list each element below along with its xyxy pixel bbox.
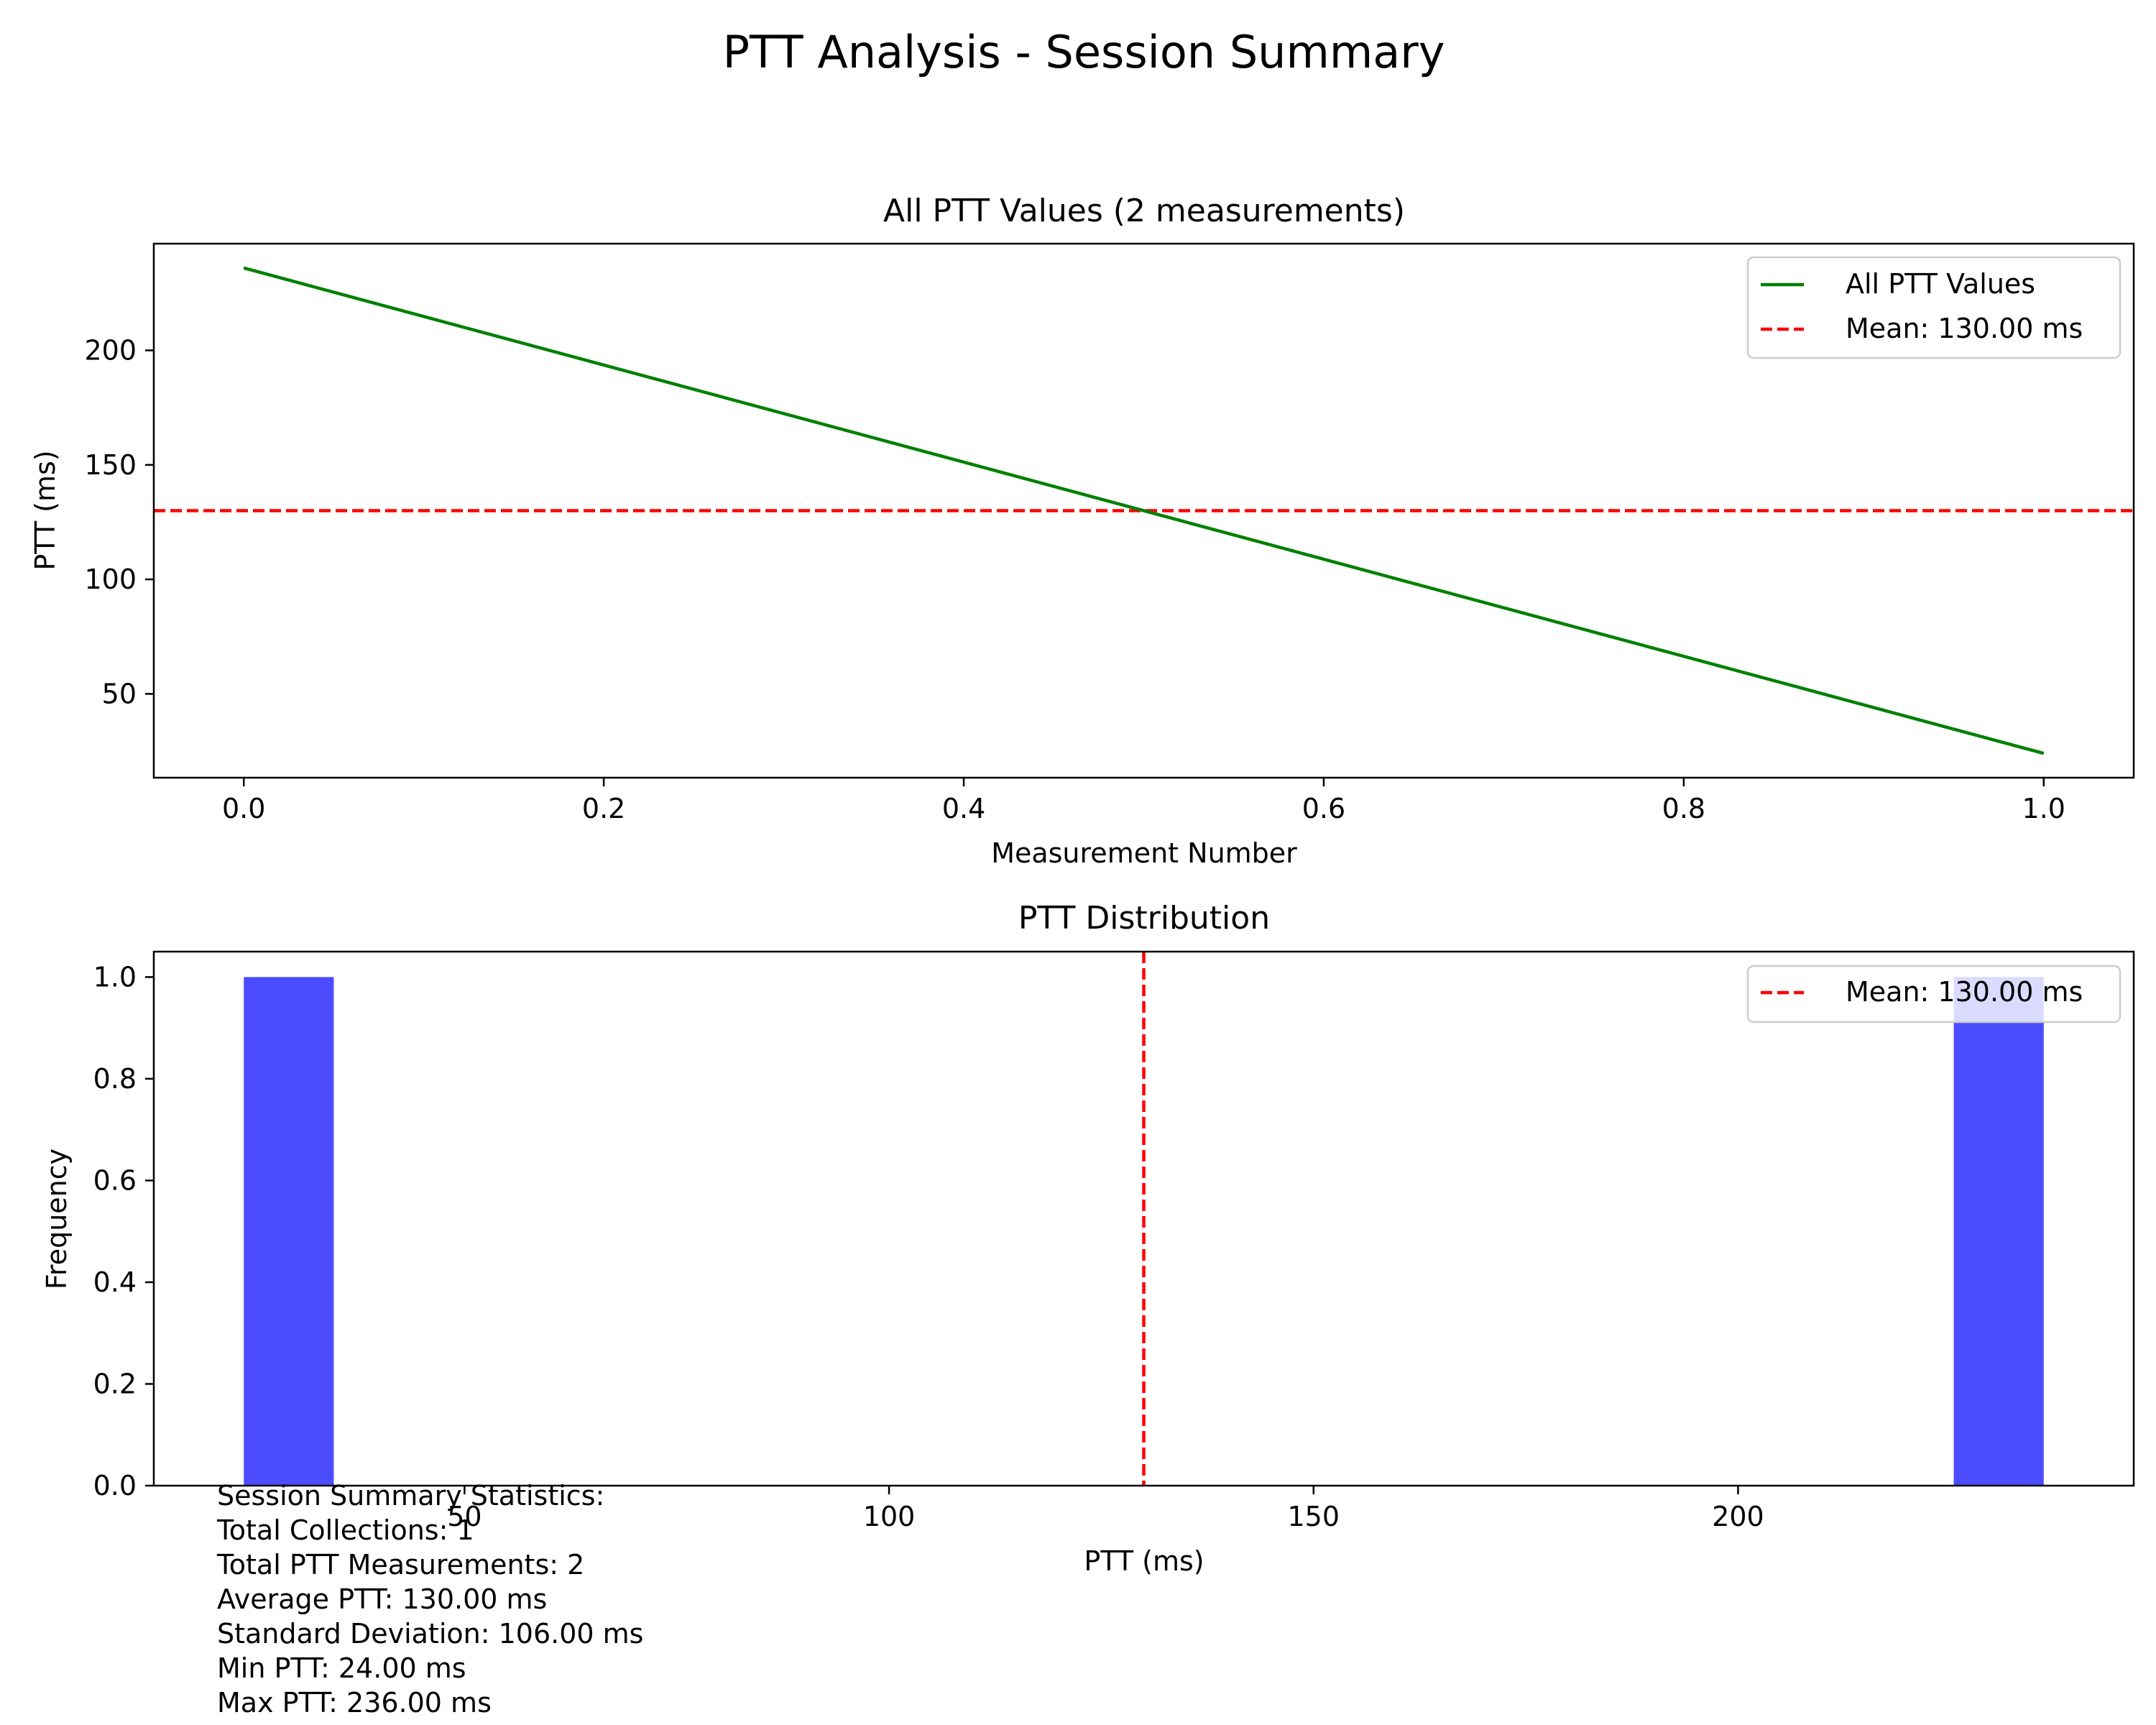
summary-line: Total PTT Measurements: 2 bbox=[216, 1549, 584, 1581]
line-chart-xlabel: Measurement Number bbox=[991, 837, 1297, 869]
y-tick-label: 0.4 bbox=[93, 1266, 137, 1298]
line-chart-legend: All PTT Values Mean: 130.00 ms bbox=[1746, 256, 2122, 359]
line-chart-x-axis: 0.0 0.2 0.4 0.6 0.8 1.0 bbox=[222, 778, 2065, 824]
y-tick-label: 150 bbox=[84, 449, 137, 481]
histogram-chart: PTT Distribution 50 100 150 200 0.00.20.40.… bbox=[41, 900, 2135, 1577]
y-tick-label: 0.8 bbox=[93, 1063, 137, 1095]
histogram-x-axis: 50 100 150 200 bbox=[447, 1486, 1764, 1532]
x-tick-label: 150 bbox=[1288, 1501, 1340, 1532]
line-chart-y-axis: 50 100 150 200 bbox=[84, 334, 154, 709]
summary-statistics: Session Summary Statistics: Total Collect… bbox=[216, 1480, 643, 1719]
y-tick-label: 100 bbox=[84, 564, 137, 595]
y-tick-label: 1.0 bbox=[93, 961, 137, 993]
histogram-title: PTT Distribution bbox=[1018, 900, 1270, 937]
summary-line: Average PTT: 130.00 ms bbox=[217, 1583, 547, 1615]
x-tick-label: 0.2 bbox=[582, 793, 625, 824]
y-tick-label: 50 bbox=[102, 678, 137, 709]
summary-line: Max PTT: 236.00 ms bbox=[217, 1687, 492, 1719]
histogram-bar bbox=[244, 977, 334, 1486]
histogram-frame bbox=[152, 950, 2135, 1487]
histogram-ylabel: Frequency bbox=[41, 1149, 73, 1289]
figure-title: PTT Analysis - Session Summary bbox=[723, 26, 1445, 78]
histogram-legend-label-mean: Mean: 130.00 ms bbox=[1846, 976, 2083, 1008]
x-tick-label: 0.6 bbox=[1302, 793, 1345, 824]
line-chart-plot-area bbox=[154, 266, 2134, 755]
x-tick-label: 0.4 bbox=[942, 793, 985, 824]
y-tick-label: 0.2 bbox=[93, 1368, 137, 1399]
histogram-legend: Mean: 130.00 ms bbox=[1746, 965, 2122, 1024]
summary-line: Min PTT: 24.00 ms bbox=[217, 1652, 466, 1684]
x-tick-label: 100 bbox=[863, 1501, 916, 1532]
line-chart: All PTT Values (2 measurements) 0.0 0.2 0.… bbox=[29, 193, 2135, 869]
line-chart-frame bbox=[152, 242, 2135, 779]
series-line-all-ptt-values bbox=[243, 266, 2045, 755]
line-chart-ylabel: PTT (ms) bbox=[29, 450, 61, 570]
x-tick-label: 1.0 bbox=[2022, 793, 2065, 824]
histogram-bar bbox=[1953, 977, 2044, 1486]
legend-label-mean: Mean: 130.00 ms bbox=[1846, 313, 2083, 344]
x-tick-label: 200 bbox=[1712, 1501, 1764, 1532]
x-tick-label: 0.0 bbox=[222, 793, 265, 824]
histogram-xlabel: PTT (ms) bbox=[1084, 1545, 1204, 1577]
histogram-plot-area bbox=[244, 952, 2044, 1486]
histogram-y-axis: 0.0 0.2 0.4 0.6 0.8 1.0 bbox=[93, 961, 154, 1501]
line-chart-title: All PTT Values (2 measurements) bbox=[883, 193, 1405, 229]
y-tick-label: 200 bbox=[84, 334, 137, 366]
legend-label-all-ptt-values: All PTT Values bbox=[1846, 268, 2035, 300]
y-tick-label: 0.0 bbox=[93, 1470, 137, 1501]
y-tick-label: 0.6 bbox=[93, 1164, 137, 1196]
x-tick-label: 50 bbox=[447, 1501, 482, 1532]
summary-line: Standard Deviation: 106.00 ms bbox=[217, 1618, 643, 1650]
x-tick-label: 0.8 bbox=[1662, 793, 1705, 824]
summary-line: Total Collections: 1 bbox=[216, 1514, 474, 1546]
summary-line: Session Summary Statistics: bbox=[217, 1480, 604, 1512]
